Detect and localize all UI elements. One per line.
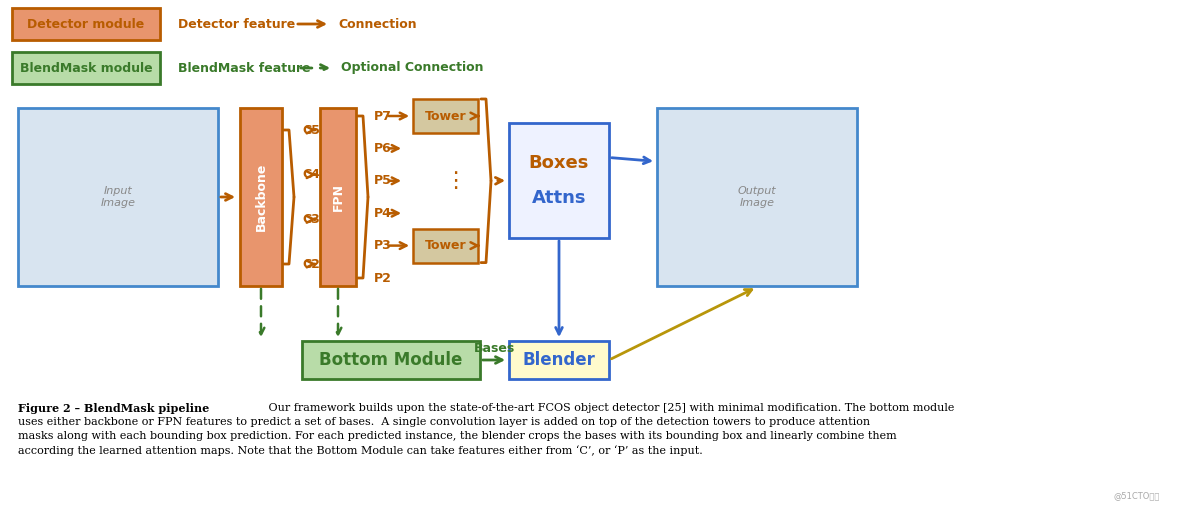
Bar — [18, 108, 218, 286]
Bar — [320, 108, 356, 286]
Text: P6: P6 — [374, 142, 392, 155]
Text: Input
Image: Input Image — [101, 186, 135, 208]
Text: Figure 2 – BlendMask pipeline: Figure 2 – BlendMask pipeline — [18, 403, 210, 414]
Bar — [12, 8, 160, 40]
Text: C3: C3 — [302, 213, 320, 226]
Text: Blender: Blender — [522, 351, 596, 369]
Bar — [509, 123, 609, 238]
Text: P4: P4 — [374, 207, 392, 220]
Text: Detector feature: Detector feature — [178, 18, 295, 30]
Text: Detector module: Detector module — [27, 18, 144, 30]
Text: masks along with each bounding box prediction. For each predicted instance, the : masks along with each bounding box predi… — [18, 431, 896, 441]
Bar — [657, 108, 857, 286]
Text: Our framework builds upon the state-of-the-art FCOS object detector [25] with mi: Our framework builds upon the state-of-t… — [265, 403, 954, 413]
Text: P5: P5 — [374, 174, 392, 187]
Text: @51CTO博客: @51CTO博客 — [1114, 491, 1160, 500]
Text: P3: P3 — [374, 239, 392, 252]
Text: BlendMask feature: BlendMask feature — [178, 61, 310, 75]
Text: P2: P2 — [374, 272, 392, 284]
Text: Attns: Attns — [532, 189, 586, 207]
Bar — [413, 99, 478, 133]
Text: BlendMask module: BlendMask module — [20, 61, 153, 75]
Bar — [302, 341, 480, 379]
Text: Optional Connection: Optional Connection — [341, 61, 483, 75]
Bar — [12, 52, 160, 84]
Text: Connection: Connection — [337, 18, 417, 30]
Text: Tower: Tower — [425, 110, 466, 123]
Text: Bases: Bases — [474, 342, 515, 354]
Bar — [413, 229, 478, 263]
Text: Backbone: Backbone — [255, 163, 268, 231]
Text: Output
Image: Output Image — [738, 186, 777, 208]
Text: ⋮: ⋮ — [444, 171, 466, 191]
Text: P7: P7 — [374, 110, 392, 123]
Text: C4: C4 — [302, 168, 320, 181]
Text: Bottom Module: Bottom Module — [320, 351, 463, 369]
Text: according the learned attention maps. Note that the Bottom Module can take featu: according the learned attention maps. No… — [18, 445, 703, 456]
Text: C2: C2 — [302, 258, 320, 271]
Text: C5: C5 — [302, 124, 320, 136]
Bar — [509, 341, 609, 379]
Text: uses either backbone or FPN features to predict a set of bases.  A single convol: uses either backbone or FPN features to … — [18, 417, 870, 427]
Text: Boxes: Boxes — [529, 154, 590, 172]
Text: FPN: FPN — [332, 183, 345, 211]
Text: Tower: Tower — [425, 239, 466, 252]
Bar — [240, 108, 282, 286]
